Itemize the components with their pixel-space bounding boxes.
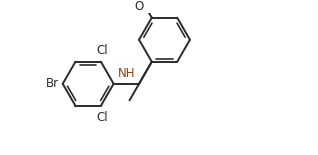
Text: O: O <box>135 0 144 13</box>
Text: Br: Br <box>46 77 59 90</box>
Text: NH: NH <box>118 67 136 80</box>
Text: Cl: Cl <box>96 111 107 124</box>
Text: Cl: Cl <box>96 44 107 57</box>
